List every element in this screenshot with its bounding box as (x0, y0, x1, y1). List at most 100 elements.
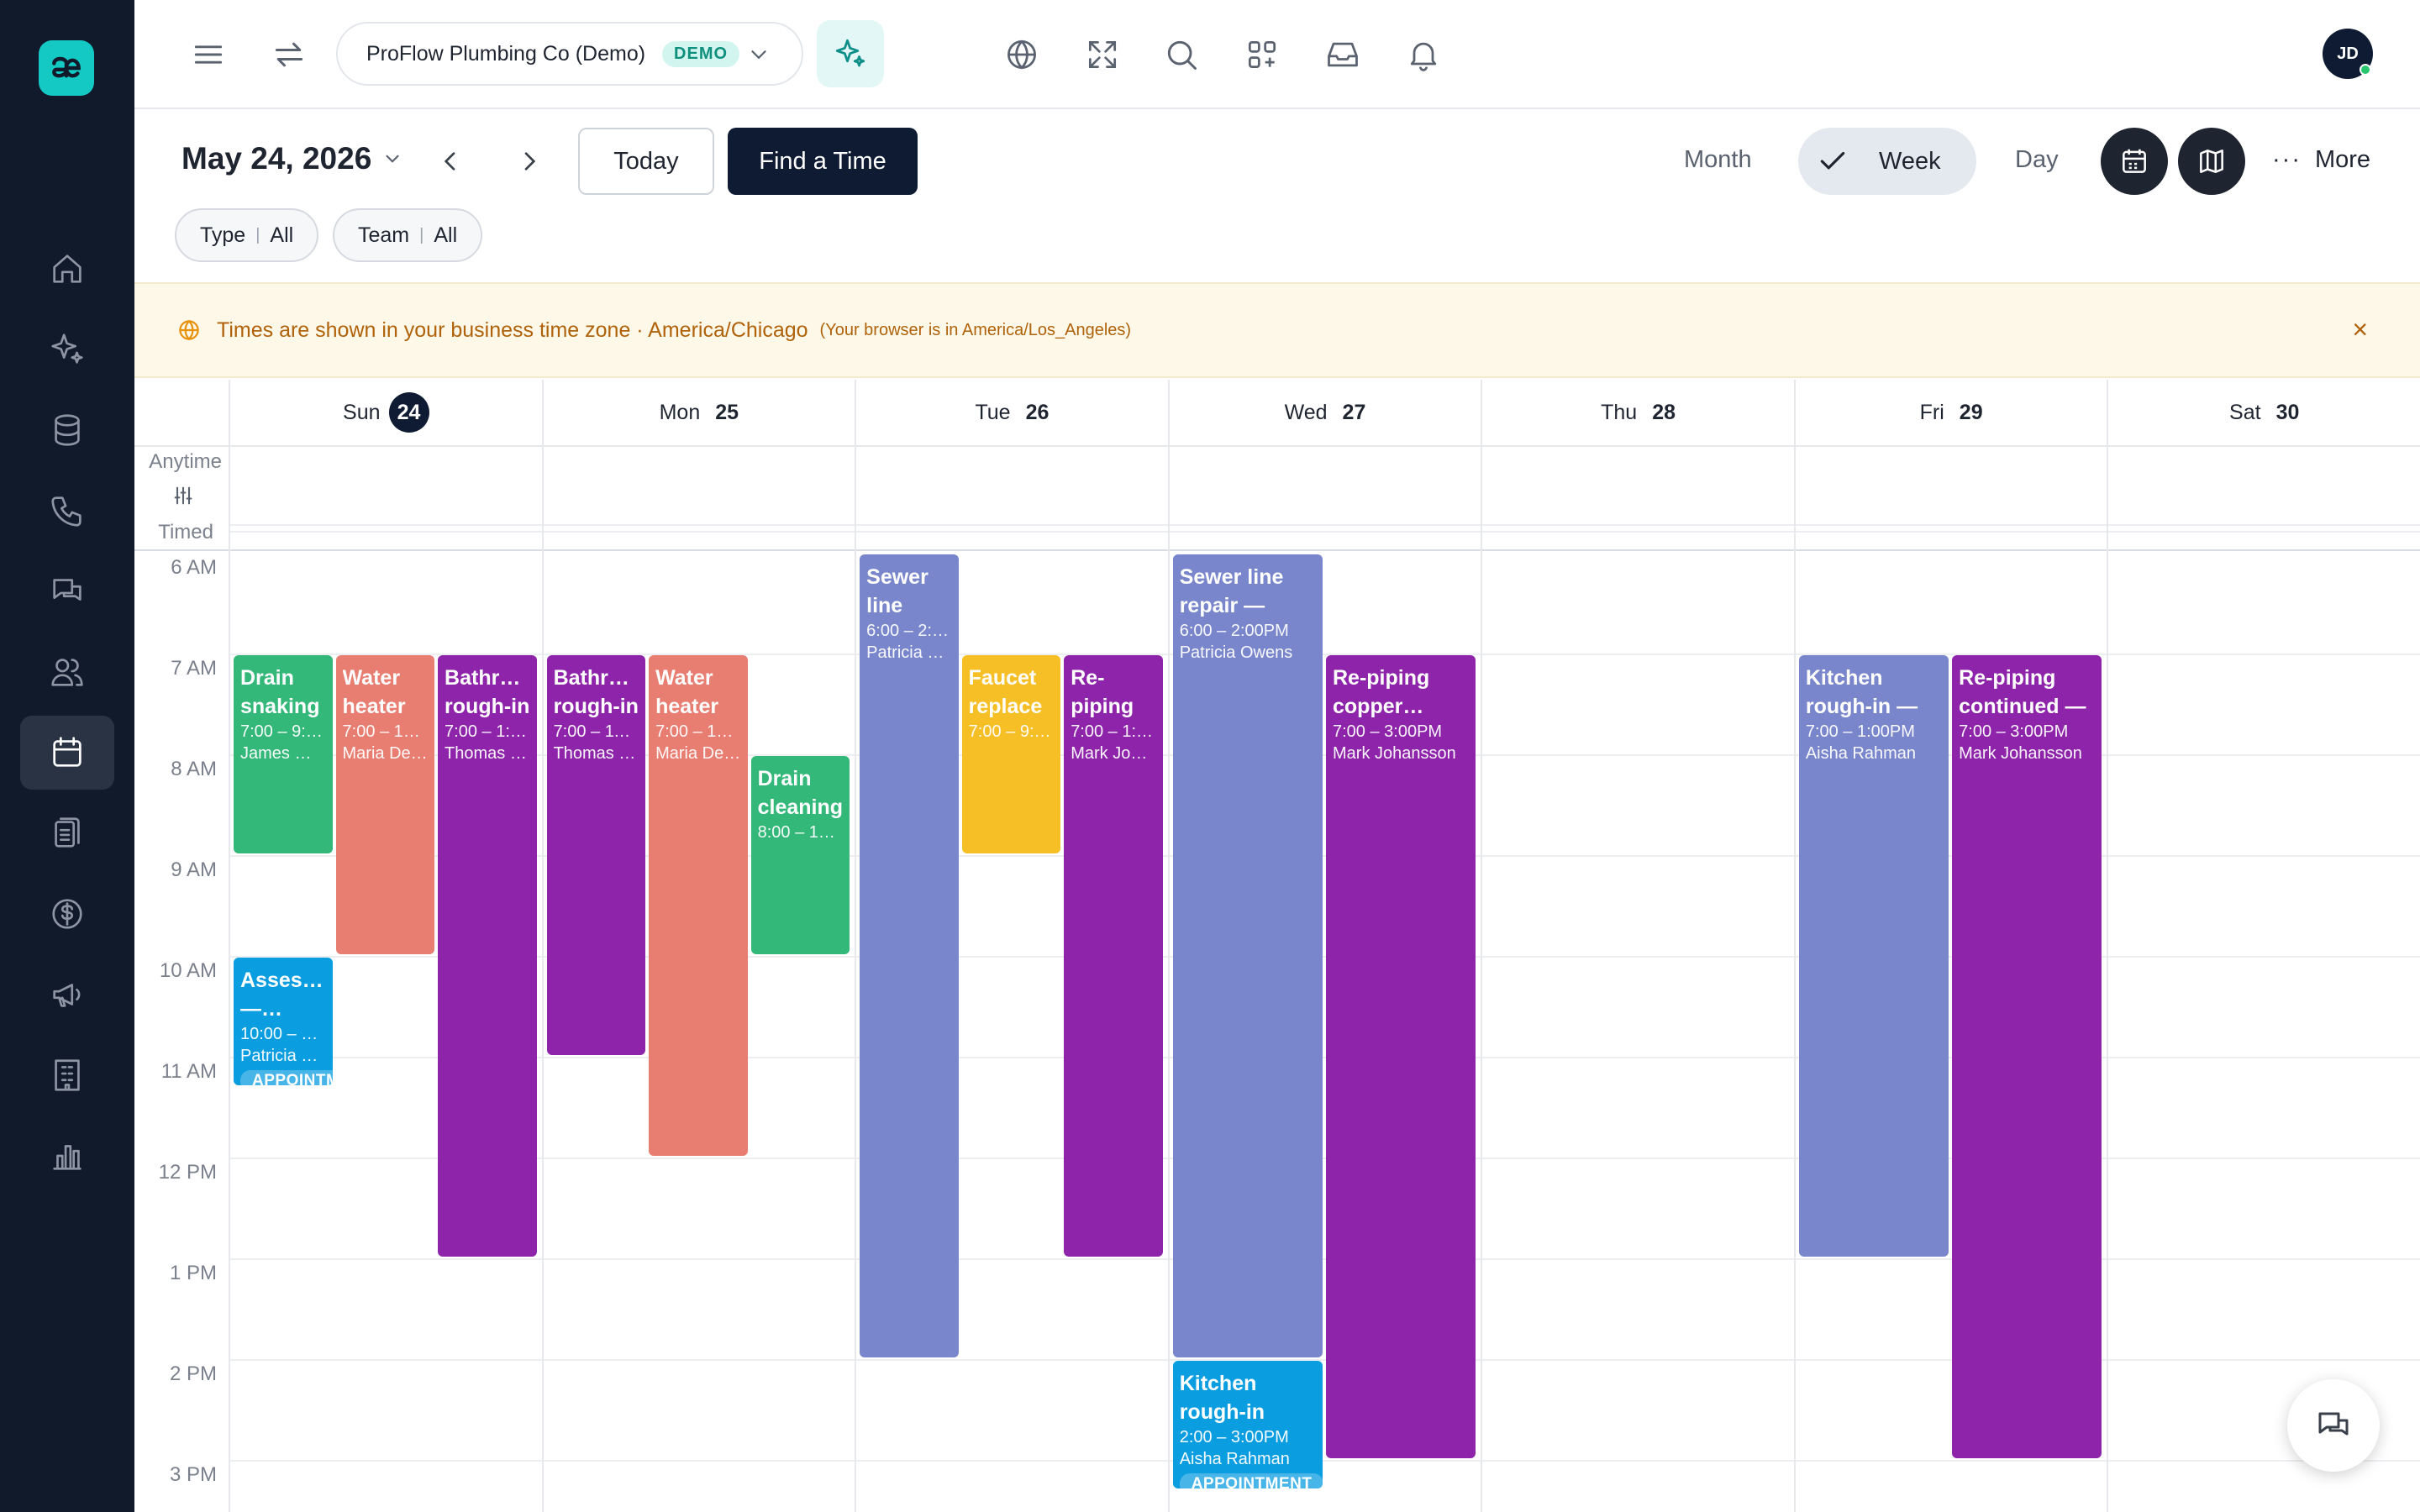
calendar-event[interactable]: Assessment — sewer 10:00 – 11… Patricia O…… (234, 958, 333, 1085)
day-of-week: Mon (659, 400, 701, 424)
current-date-label: May 24, 2026 (182, 141, 372, 176)
sidebar-item-chat[interactable] (20, 554, 114, 628)
database-icon (55, 414, 80, 446)
day-header-mon[interactable]: Mon 25 (541, 380, 855, 447)
sidebar-item-sparkles[interactable] (20, 312, 114, 386)
event-title: Sewer line repair — (1179, 565, 1284, 617)
date-picker[interactable]: May 24, 2026 (182, 141, 403, 176)
event-time: 7:00 – 1:00PM (1805, 722, 1915, 741)
anytime-row-divider (229, 531, 2420, 533)
sidebar-item-megaphone[interactable] (20, 958, 114, 1032)
type-filter-chip[interactable]: Type | All (175, 208, 319, 262)
close-banner-button[interactable]: × (2352, 314, 2368, 344)
event-time: 7:00 – 3:00PM (1333, 722, 1443, 741)
sidebar-item-database[interactable] (20, 393, 114, 467)
calendar-event[interactable]: Bathroom rough-in 7:00 – 11:… Thomas … (546, 655, 646, 1055)
event-technician: Maria Del… (342, 744, 429, 763)
chevron-down-icon (386, 155, 399, 163)
switch-icon[interactable] (264, 29, 314, 80)
sidebar-item-phone[interactable] (20, 474, 114, 548)
map-view-button[interactable] (2178, 128, 2245, 195)
view-week-tab[interactable]: Week (1798, 128, 1976, 195)
day-of-week: Sat (2229, 400, 2261, 424)
day-header-thu[interactable]: Thu 28 (1481, 380, 1794, 447)
sidebar-item-building[interactable] (20, 1038, 114, 1112)
sidebar (0, 0, 134, 1512)
calendar-event[interactable]: Sewer line repair — 6:00 – 2:00PM Patricia… (1172, 554, 1323, 1357)
event-title: Re-piping (1071, 666, 1134, 718)
calendar-view-button[interactable] (2101, 128, 2168, 195)
hour-line (229, 1359, 2420, 1361)
event-time: 7:00 – 1:0… (1071, 722, 1156, 741)
chat-support-button[interactable] (2287, 1379, 2380, 1472)
day-column-line (855, 447, 857, 1512)
appointment-badge: APPOINTMENT (240, 1070, 333, 1085)
more-dots-icon: ··· (2272, 146, 2302, 173)
calendar-event[interactable]: Drain snaking 7:00 – 9:… James W… (234, 655, 333, 853)
day-column-line (541, 447, 544, 1512)
day-header-tue[interactable]: Tue 26 (855, 380, 1168, 447)
day-header-sat[interactable]: Sat 30 (2107, 380, 2420, 447)
calendar-event[interactable]: Re-piping 7:00 – 1:0… Mark Joh… (1064, 655, 1163, 1257)
user-avatar[interactable]: JD (2323, 29, 2373, 79)
sidebar-item-clipboard[interactable] (20, 796, 114, 870)
day-header-sun[interactable]: Sun 24 (229, 380, 542, 447)
day-header-fri[interactable]: Fri 29 (1793, 380, 2107, 447)
timed-row-divider (229, 524, 2420, 526)
next-week-button[interactable] (513, 144, 546, 178)
calendar-event[interactable]: Bathroom rough-in 7:00 – 1:0… Thomas … (438, 655, 537, 1257)
company-switcher[interactable]: ProFlow Plumbing Co (Demo) DEMO (336, 22, 803, 86)
menu-icon[interactable] (183, 29, 234, 80)
sidebar-item-home[interactable] (20, 232, 114, 306)
sidebar-item-dollar[interactable] (20, 877, 114, 951)
filter-sliders-icon[interactable] (171, 484, 195, 507)
apps-icon[interactable] (1237, 29, 1287, 80)
calendar-event[interactable]: Drain cleaning 8:00 – 10:… (750, 756, 850, 954)
globe-icon[interactable] (997, 29, 1047, 80)
timezone-banner: Times are shown in your business time zo… (134, 282, 2420, 378)
inbox-icon[interactable] (1318, 29, 1368, 80)
event-title: Sewer line (866, 565, 929, 617)
event-time: 7:00 – 12:… (655, 722, 741, 741)
event-title: Re-piping copper install (1333, 666, 1430, 718)
anytime-label: Anytime (149, 450, 222, 473)
day-of-week: Thu (1601, 400, 1638, 424)
calendar-event[interactable]: Re-piping continued — 7:00 – 3:00PM Mark J… (1952, 655, 2102, 1458)
ai-assistant-button[interactable] (817, 20, 884, 87)
day-number: 28 (1652, 400, 1676, 424)
event-time: 7:00 – 9:… (240, 722, 323, 741)
expand-icon[interactable] (1077, 29, 1128, 80)
find-a-time-button[interactable]: Find a Time (728, 128, 918, 195)
prev-week-button[interactable] (434, 144, 467, 178)
calendar-event[interactable]: Sewer line 6:00 – 2:… Patricia O… (860, 554, 959, 1357)
calendar-event[interactable]: Water heater 7:00 – 10:… Maria Del… (335, 655, 435, 954)
sidebar-item-users[interactable] (20, 635, 114, 709)
calendar-event[interactable]: Kitchen rough-in 2:00 – 3:00PM Aisha Rahma… (1172, 1361, 1323, 1488)
sparkles-icon (835, 39, 865, 67)
sidebar-item-bar-chart[interactable] (20, 1119, 114, 1193)
team-filter-chip[interactable]: Team | All (333, 208, 483, 262)
bell-icon[interactable] (1398, 29, 1449, 80)
search-icon[interactable] (1156, 29, 1207, 80)
event-time: 7:00 – 10:… (342, 722, 429, 741)
event-time: 7:00 – 1:0… (445, 722, 530, 741)
day-number: 25 (715, 400, 739, 424)
hour-line (229, 754, 2420, 756)
calendar-event[interactable]: Faucet replace 7:00 – 9:… (961, 655, 1061, 853)
event-title: Bathroom rough-in (445, 666, 530, 718)
hour-line (229, 1258, 2420, 1260)
sidebar-item-calendar[interactable] (20, 716, 114, 790)
event-technician: Aisha Rahman (1179, 1450, 1290, 1468)
calendar-event[interactable]: Re-piping copper install 7:00 – 3:00PM Mar… (1326, 655, 1476, 1458)
calendar-event[interactable]: Water heater 7:00 – 12:… Maria Del… (649, 655, 748, 1156)
event-title: Faucet replace (968, 666, 1043, 718)
view-month-tab[interactable]: Month (1684, 146, 1752, 173)
aeon-logo-icon[interactable] (39, 40, 94, 96)
calendar-event[interactable]: Kitchen rough-in — 7:00 – 1:00PM Aisha Rah… (1798, 655, 1949, 1257)
today-button[interactable]: Today (578, 128, 714, 195)
day-column-line (2107, 447, 2109, 1512)
view-day-tab[interactable]: Day (2015, 146, 2059, 173)
day-header-wed[interactable]: Wed 27 (1167, 380, 1481, 447)
more-button[interactable]: ··· More (2272, 146, 2370, 174)
hour-label: 10 AM (159, 959, 217, 982)
